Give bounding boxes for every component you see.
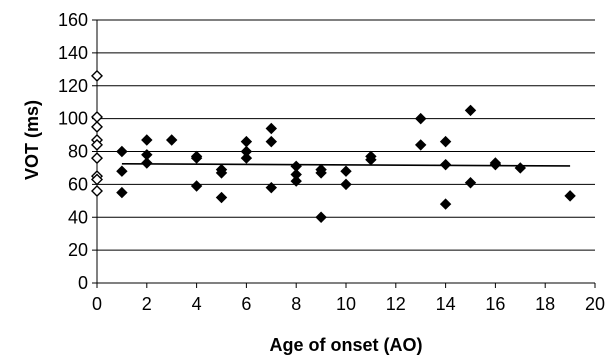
y-tick-label-0: 0 [78,273,88,293]
y-tick-label-120: 120 [58,76,88,96]
x-tick-label-18: 18 [535,294,555,314]
x-tick-label-14: 14 [436,294,456,314]
y-tick-label-100: 100 [58,109,88,129]
open-diamond-point-0 [91,69,103,82]
open-diamond-point-5 [91,152,103,165]
open-diamond-point-2 [91,120,103,133]
x-axis-title: Age of onset (AO) [270,335,423,355]
filled-diamond-point-30 [414,139,427,151]
filled-diamond-point-39 [564,190,576,202]
filled-diamond-point-15 [240,152,253,164]
y-tick-label-140: 140 [58,43,88,63]
y-tick-label-160: 160 [58,10,88,30]
y-tick-label-40: 40 [68,207,88,227]
open-diamond-point-7 [91,173,103,186]
filled-diamond-point-17 [265,135,278,148]
filled-diamond-point-33 [439,198,452,210]
open-diamond-point-8 [91,184,103,197]
filled-diamond-point-24 [315,211,327,223]
x-tick-label-20: 20 [585,294,605,314]
filled-diamond-point-37 [489,158,502,171]
filled-diamond-point-26 [340,178,352,191]
filled-diamond-point-2 [116,186,128,199]
filled-diamond-point-0 [116,145,128,158]
open-diamond-point-4 [91,138,103,151]
filled-diamond-point-34 [464,104,477,117]
x-tick-label-8: 8 [291,294,301,314]
x-tick-label-0: 0 [92,294,102,314]
filled-diamond-point-28 [365,154,377,166]
y-tick-label-20: 20 [68,240,88,260]
filled-diamond-point-29 [414,112,427,125]
filled-diamond-point-8 [190,152,203,164]
filled-diamond-point-32 [439,158,452,171]
x-tick-label-10: 10 [336,294,356,314]
filled-diamond-point-18 [265,181,278,194]
filled-diamond-point-12 [215,191,228,204]
x-tick-label-6: 6 [241,294,251,314]
data-points [91,69,576,223]
y-axis-title: VOT (ms) [22,100,42,180]
x-tick-label-12: 12 [386,294,406,314]
filled-diamond-point-35 [464,177,477,189]
open-diamond-point-1 [91,110,103,123]
tick-labels: 0 20 40 60 80 100 120 140 160 0 2 4 6 8 10 12 14 16 18 20 [58,10,605,314]
filled-diamond-point-21 [290,175,302,187]
y-tick-label-80: 80 [68,142,88,162]
filled-diamond-point-16 [265,122,278,135]
filled-diamond-point-9 [190,180,203,192]
axes [92,19,596,288]
y-tick-label-60: 60 [68,174,88,194]
filled-diamond-point-23 [315,167,327,179]
filled-diamond-point-38 [514,162,527,174]
filled-diamond-point-5 [141,157,153,169]
filled-diamond-point-11 [215,167,228,179]
filled-diamond-point-31 [439,135,452,148]
x-tick-label-16: 16 [485,294,505,314]
filled-diamond-point-1 [116,165,128,177]
filled-diamond-point-6 [165,134,178,146]
x-tick-label-4: 4 [192,294,202,314]
filled-diamond-point-25 [340,165,352,177]
filled-diamond-point-3 [141,134,153,146]
filled-diamond-point-13 [240,135,253,148]
x-tick-label-2: 2 [142,294,152,314]
